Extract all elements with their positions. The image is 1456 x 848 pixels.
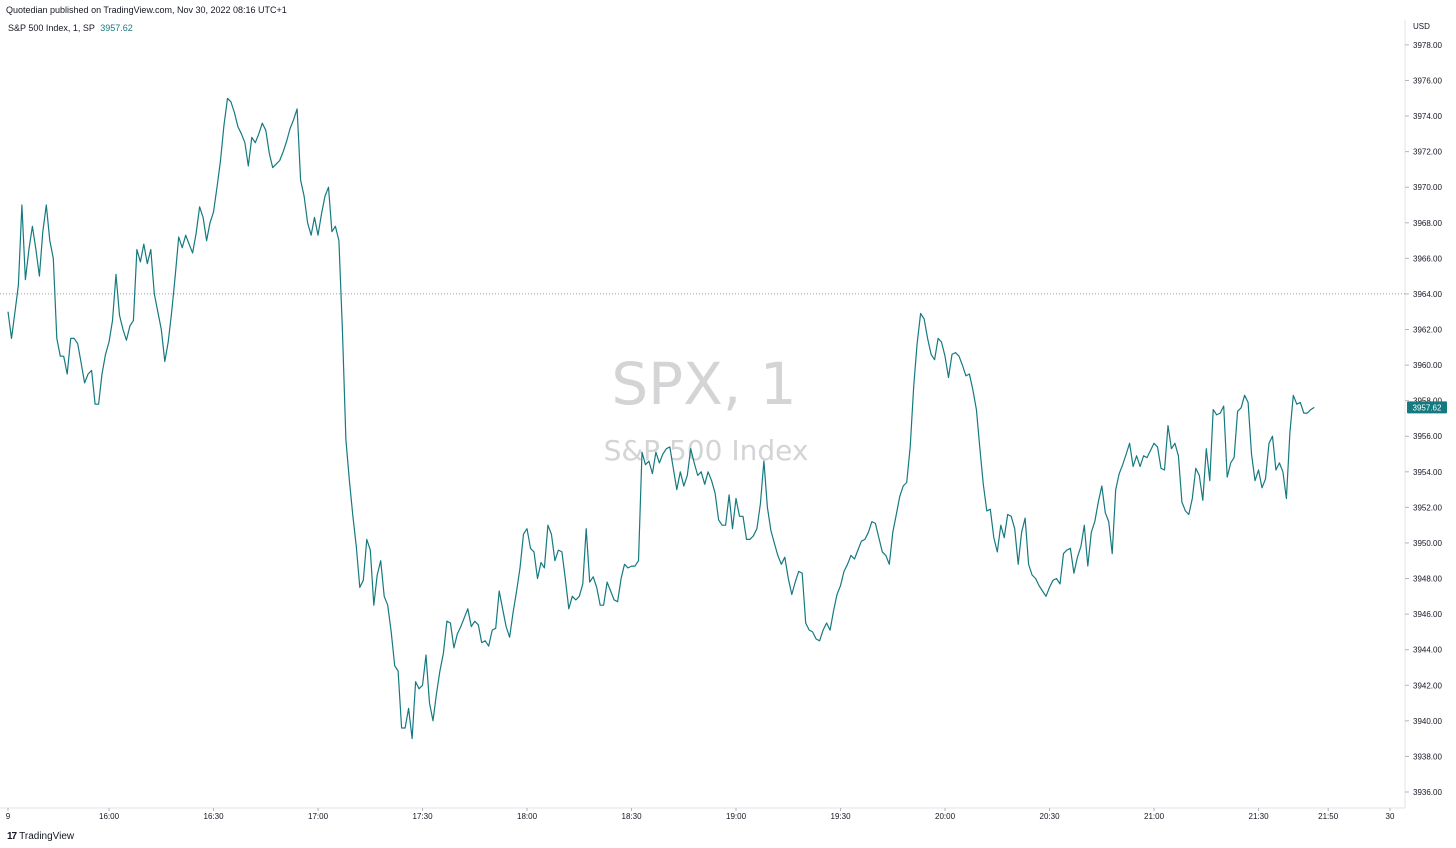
price-tick-label: 3948.00 [1413,575,1442,584]
time-tick-label: 21:30 [1249,812,1270,821]
last-price-tag-text: 3957.62 [1413,403,1442,412]
price-series-line [7,97,1315,740]
time-tick-label: 20:00 [935,812,956,821]
time-tick-label: 20:30 [1040,812,1061,821]
price-tick-label: 3946.00 [1413,610,1442,619]
price-tick-label: 3974.00 [1413,112,1442,121]
price-tick-label: 3958.00 [1413,397,1442,406]
time-tick-label: 19:00 [726,812,747,821]
price-tick-label: 3972.00 [1413,148,1442,157]
time-tick-label: 16:00 [99,812,120,821]
price-tick-label: 3978.00 [1413,41,1442,50]
price-tick-label: 3942.00 [1413,681,1442,690]
time-tick-label: 30 [1386,812,1395,821]
price-tick-label: 3966.00 [1413,254,1442,263]
price-tick-label: 3960.00 [1413,361,1442,370]
time-tick-label: 9 [6,812,11,821]
price-tick-label: 3938.00 [1413,752,1442,761]
price-tick-label: 3976.00 [1413,76,1442,85]
price-tick-label: 3962.00 [1413,326,1442,335]
time-tick-label: 18:00 [517,812,538,821]
time-tick-label: 18:30 [622,812,643,821]
time-tick-label: 21:50 [1318,812,1339,821]
watermark-description: S&P 500 Index [604,434,809,467]
time-axis[interactable]: 9 16:00 16:30 17:00 17:30 18:00 18:30 19:00 19:3… [6,808,1395,821]
time-tick-label: 21:00 [1144,812,1165,821]
price-tick-label: 3954.00 [1413,468,1442,477]
time-tick-label: 16:30 [204,812,225,821]
symbol-label: S&P 500 Index, 1, SP [8,23,95,33]
time-tick-label: 17:00 [308,812,329,821]
time-tick-label: 19:30 [831,812,852,821]
price-axis[interactable]: 3978.00 3976.00 3974.00 3972.00 3970.00 3968.… [1405,41,1442,797]
price-tick-label: 3956.00 [1413,432,1442,441]
price-tick-label: 3940.00 [1413,717,1442,726]
watermark-symbol: SPX, 1 [611,350,796,418]
price-tick-label: 3950.00 [1413,539,1442,548]
price-tick-label: 3944.00 [1413,646,1442,655]
tradingview-logo-text: TradingView [19,831,75,842]
time-tick-label: 17:30 [413,812,434,821]
tradingview-logo[interactable]: 17 TradingView [7,831,74,842]
price-tick-label: 3952.00 [1413,503,1442,512]
symbol-legend[interactable]: S&P 500 Index, 1, SP 3957.62 [8,23,133,33]
last-price-tag-bg [1407,401,1447,414]
published-by-text: Quotedian published on TradingView.com, … [6,5,287,15]
tradingview-logo-icon: 17 [7,831,17,842]
price-tick-label: 3964.00 [1413,290,1442,299]
price-tick-label: 3968.00 [1413,219,1442,228]
watermark: SPX, 1 S&P 500 Index [604,350,809,467]
price-tick-label: 3970.00 [1413,183,1442,192]
legend-last-price: 3957.62 [100,23,133,33]
price-tick-label: 3936.00 [1413,788,1442,797]
last-price-tag: 3957.62 [1407,401,1447,414]
currency-label: USD [1413,22,1430,31]
